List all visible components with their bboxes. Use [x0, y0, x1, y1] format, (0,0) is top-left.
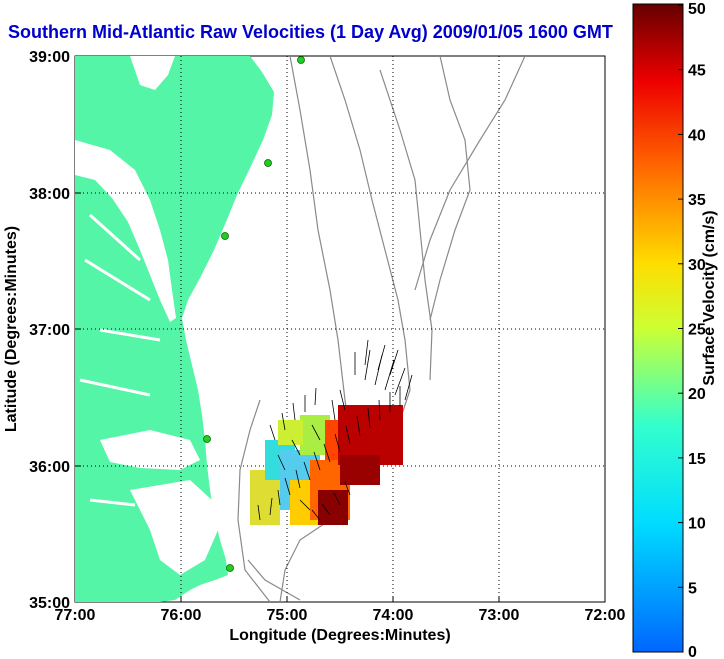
colorbar-tick-label: 45 [688, 63, 706, 80]
pamlico-sound [130, 480, 218, 575]
y-tick-label: 39:00 [29, 49, 70, 66]
albemarle-sound [100, 430, 200, 470]
velocity-cell [340, 455, 380, 485]
x-tick-label: 72:00 [585, 607, 626, 624]
colorbar-tick-label: 30 [688, 257, 706, 274]
tick-marks [75, 192, 500, 602]
bathymetry-contours [237, 56, 526, 602]
station-marker [297, 56, 305, 64]
chesapeake-bay [75, 140, 176, 322]
velocity-vectors [257, 339, 413, 521]
map-title: Southern Mid-Atlantic Raw Velocities (1 … [8, 22, 613, 42]
colorbar-tick-label: 10 [688, 516, 706, 533]
colorbar-tick-label: 35 [688, 192, 706, 209]
colorbar-tick-label: 40 [688, 127, 706, 144]
colorbar-ticks: 0 5 10 15 20 25 30 35 40 45 50 [678, 1, 706, 659]
radar-stations [203, 56, 305, 572]
station-marker [221, 232, 229, 240]
y-tick-label: 37:00 [29, 322, 70, 339]
river-channels [79, 213, 161, 507]
station-marker [226, 564, 234, 572]
colorbar-tick-label: 25 [688, 322, 706, 339]
delaware-bay [130, 56, 175, 90]
velocity-cell [318, 490, 348, 525]
colorbar-tick-label: 20 [688, 386, 706, 403]
y-tick-label: 35:00 [29, 595, 70, 612]
y-tick-label: 36:00 [29, 459, 70, 476]
x-tick-label: 77:00 [55, 607, 96, 624]
colorbar-label: Surface Velocity (cm/s) [701, 210, 718, 385]
colorbar [632, 3, 684, 653]
y-axis-label: Latitude (Degrees:Minutes) [3, 226, 20, 432]
x-tick-label: 73:00 [479, 607, 520, 624]
x-tick-label: 75:00 [267, 607, 308, 624]
y-tick-label: 38:00 [29, 186, 70, 203]
x-tick-label: 76:00 [161, 607, 202, 624]
velocity-cell [278, 420, 303, 445]
colorbar-tick-label: 5 [688, 580, 697, 597]
x-axis-label: Longitude (Degrees:Minutes) [229, 627, 450, 644]
station-marker [264, 159, 272, 167]
colorbar-tick-label: 0 [688, 644, 697, 659]
x-tick-label: 74:00 [373, 607, 414, 624]
station-marker [203, 435, 211, 443]
colorbar-tick-label: 50 [688, 1, 706, 18]
colorbar-tick-label: 15 [688, 451, 706, 468]
